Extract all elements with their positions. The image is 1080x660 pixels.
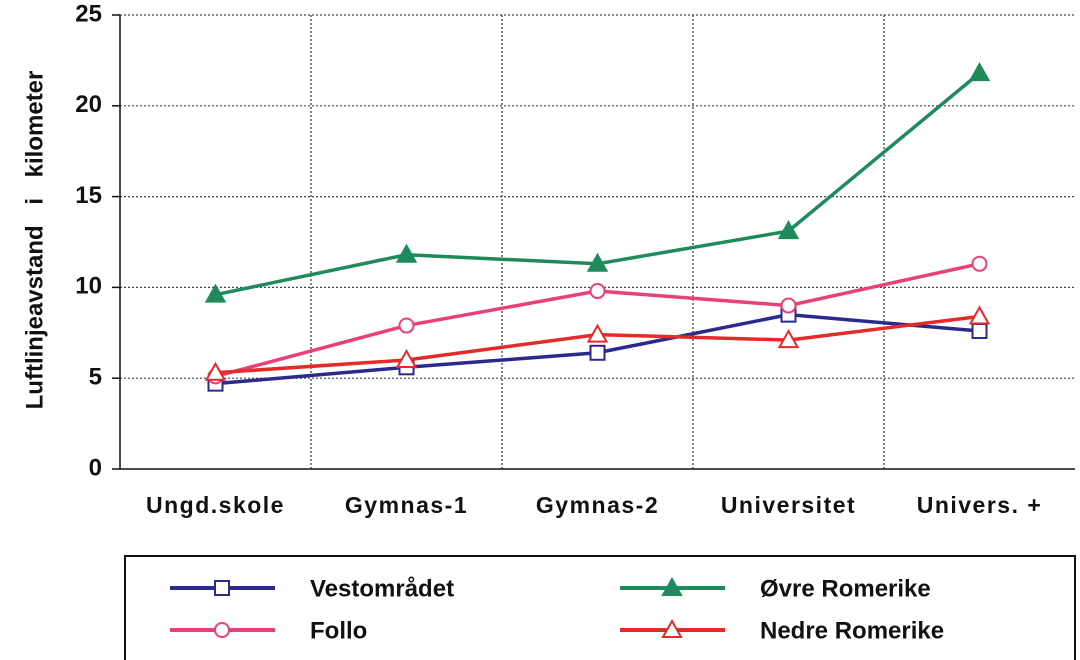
y-tick-label: 20 [75, 91, 102, 118]
y-tick-label: 0 [89, 454, 102, 481]
y-axis-label: Luftlinjeavstand i kilometer [21, 71, 48, 410]
x-tick-label: Ungd.skole [146, 492, 285, 518]
legend-marker [661, 576, 683, 596]
legend-marker [214, 622, 230, 638]
data-point [586, 252, 609, 272]
legend-marker [214, 580, 230, 596]
data-point [968, 62, 991, 82]
y-tick-label: 15 [75, 182, 102, 209]
data-point [398, 317, 415, 334]
x-tick-label: Gymnas-1 [345, 492, 468, 518]
data-point [589, 344, 606, 361]
legend-label: Øvre Romerike [760, 575, 931, 602]
x-tick-label: Univers. + [917, 492, 1043, 518]
legend-marker [661, 618, 683, 638]
legend-label: Follo [310, 617, 367, 644]
data-point [204, 361, 227, 381]
data-point [971, 322, 988, 339]
data-point [589, 283, 606, 300]
x-tick-label: Universitet [721, 492, 856, 518]
y-tick-label: 5 [89, 364, 102, 391]
x-tick-label: Gymnas-2 [536, 492, 659, 518]
legend-label: Nedre Romerike [760, 617, 944, 644]
data-point [780, 297, 797, 314]
data-point [971, 255, 988, 272]
legend-label: Vestområdet [310, 575, 454, 602]
data-point [777, 329, 800, 349]
y-tick-label: 10 [75, 273, 102, 300]
data-point [204, 283, 227, 303]
data-point [395, 243, 418, 263]
data-point [586, 323, 609, 343]
data-point [395, 349, 418, 369]
y-tick-label: 25 [75, 0, 102, 27]
legend-box [124, 555, 1076, 660]
data-point [777, 220, 800, 240]
data-point [968, 305, 991, 325]
